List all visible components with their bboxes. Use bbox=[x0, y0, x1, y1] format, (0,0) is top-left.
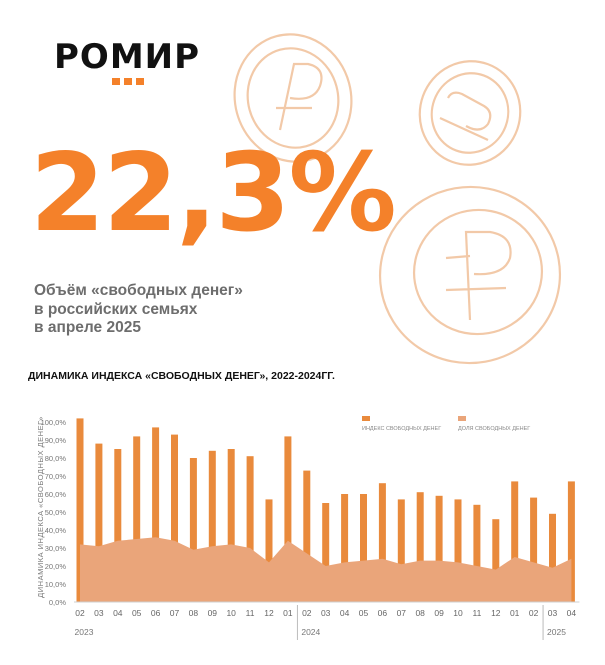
bar bbox=[322, 503, 330, 602]
x-tick-label: 10 bbox=[226, 608, 236, 618]
x-tick-label: 06 bbox=[378, 608, 388, 618]
bar bbox=[378, 483, 386, 602]
headline-line-2: в российских семьях bbox=[34, 300, 198, 318]
bar bbox=[303, 470, 311, 602]
y-tick-label: 20,0% bbox=[45, 562, 67, 571]
x-tick-label: 08 bbox=[415, 608, 425, 618]
bar bbox=[227, 449, 235, 602]
bar bbox=[189, 458, 197, 602]
headline-description: Объём «свободных денег» в российских сем… bbox=[34, 282, 243, 338]
bar bbox=[530, 497, 538, 602]
legend-swatch bbox=[458, 416, 466, 421]
year-label: 2023 bbox=[75, 627, 94, 637]
x-tick-label: 06 bbox=[151, 608, 161, 618]
bar bbox=[473, 504, 481, 602]
bar bbox=[265, 499, 273, 602]
bar bbox=[567, 481, 575, 602]
area-series bbox=[80, 537, 572, 602]
x-tick-label: 12 bbox=[491, 608, 501, 618]
y-tick-label: 40,0% bbox=[45, 526, 67, 535]
coin-bottom-icon bbox=[378, 185, 562, 365]
x-tick-label: 03 bbox=[94, 608, 104, 618]
x-tick-label: 01 bbox=[510, 608, 520, 618]
bar bbox=[208, 450, 216, 602]
y-tick-label: 0,0% bbox=[49, 598, 66, 607]
logo-dot bbox=[124, 78, 132, 85]
x-tick-label: 11 bbox=[246, 608, 255, 618]
legend-label: ДОЛЯ СВОБОДНЫХ ДЕНЕГ bbox=[458, 426, 530, 432]
y-tick-label: 70,0% bbox=[45, 472, 67, 481]
romir-logo: РОМИР bbox=[54, 40, 200, 85]
x-tick-label: 04 bbox=[113, 608, 123, 618]
bar bbox=[454, 499, 462, 602]
bar bbox=[549, 513, 556, 602]
bar bbox=[341, 494, 349, 602]
bar bbox=[435, 495, 443, 602]
chart: 0,0% 10,0% 20,0% 30,0% 40,0% 50,0% 60,0% 70,0% 8… bbox=[36, 416, 580, 640]
bar bbox=[95, 443, 103, 602]
y-tick-label: 90,0% bbox=[45, 436, 67, 445]
coins-illustration bbox=[233, 33, 562, 365]
x-tick-label: 01 bbox=[283, 608, 293, 618]
y-tick-label: 50,0% bbox=[45, 508, 67, 517]
y-tick-label: 10,0% bbox=[45, 580, 67, 589]
legend-swatch bbox=[362, 416, 370, 421]
bar bbox=[171, 434, 178, 602]
x-tick-label: 09 bbox=[434, 608, 444, 618]
x-tick-label: 12 bbox=[264, 608, 274, 618]
bar bbox=[284, 436, 292, 602]
year-label: 2024 bbox=[301, 627, 320, 637]
headline-line-3: в апреле 2025 bbox=[34, 319, 141, 336]
x-tick-label: 07 bbox=[397, 608, 407, 618]
bar bbox=[133, 436, 141, 602]
x-tick-label: 04 bbox=[340, 608, 350, 618]
x-tick-label: 07 bbox=[170, 608, 180, 618]
year-label: 2025 bbox=[547, 627, 566, 637]
x-tick-label: 02 bbox=[529, 608, 539, 618]
bar bbox=[492, 519, 500, 602]
coin-top-icon bbox=[233, 33, 353, 163]
coin-right-icon bbox=[418, 60, 522, 166]
logo-text: РОМИР bbox=[54, 37, 201, 77]
logo-dot bbox=[136, 78, 144, 85]
x-tick-label: 03 bbox=[321, 608, 331, 618]
bar bbox=[152, 427, 160, 602]
x-tick-label: 03 bbox=[548, 608, 558, 618]
bar bbox=[76, 418, 84, 602]
y-tick-label: 30,0% bbox=[45, 544, 67, 553]
bar bbox=[511, 481, 519, 602]
x-tick-label: 02 bbox=[302, 608, 312, 618]
x-tick-label: 10 bbox=[453, 608, 463, 618]
bar bbox=[397, 499, 405, 602]
y-tick-label: 80,0% bbox=[45, 454, 67, 463]
x-tick-label: 05 bbox=[359, 608, 369, 618]
y-axis-label: ДИНАМИКА ИНДЕКСА «СВОБОДНЫХ ДЕНЕГ» bbox=[36, 416, 45, 598]
legend-label: ИНДЕКС СВОБОДНЫХ ДЕНЕГ bbox=[362, 426, 441, 432]
x-tick-label: 11 bbox=[472, 608, 481, 618]
y-tick-label: 60,0% bbox=[45, 490, 67, 499]
x-tick-label: 04 bbox=[567, 608, 577, 618]
logo-dot bbox=[112, 78, 120, 85]
x-tick-label: 09 bbox=[208, 608, 218, 618]
x-tick-label: 02 bbox=[75, 608, 85, 618]
logo-dots bbox=[112, 78, 200, 85]
bar bbox=[416, 492, 424, 602]
y-tick-label: 100,0% bbox=[41, 418, 67, 427]
bar bbox=[360, 494, 367, 602]
headline-value: 22,3% bbox=[30, 131, 397, 256]
x-tick-label: 08 bbox=[189, 608, 199, 618]
bar bbox=[114, 449, 122, 602]
x-tick-label: 05 bbox=[132, 608, 142, 618]
bar bbox=[246, 456, 254, 602]
headline-line-1: Объём «свободных денег» bbox=[34, 282, 243, 299]
chart-title: ДИНАМИКА ИНДЕКСА «СВОБОДНЫХ ДЕНЕГ», 2022… bbox=[28, 370, 335, 382]
